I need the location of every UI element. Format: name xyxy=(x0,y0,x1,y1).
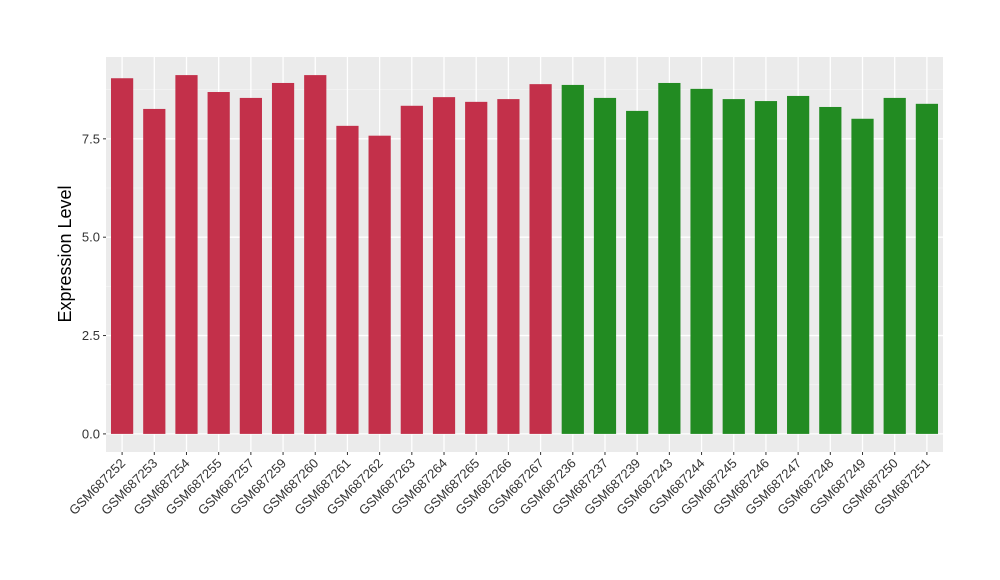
bar-GSM687239 xyxy=(626,110,649,434)
y-tick-label: 5.0 xyxy=(82,230,100,245)
bar-GSM687264 xyxy=(432,97,456,434)
y-axis-label: Expression Level xyxy=(55,185,75,322)
bar-GSM687261 xyxy=(336,125,359,434)
bar-GSM687249 xyxy=(851,118,874,434)
bar-GSM687265 xyxy=(465,101,488,434)
bar-GSM687253 xyxy=(143,108,166,434)
bar-GSM687245 xyxy=(722,99,745,434)
bar-GSM687254 xyxy=(175,75,198,434)
bar-GSM687237 xyxy=(593,97,617,434)
bar-GSM687244 xyxy=(690,88,713,434)
y-tick-label: 0.0 xyxy=(82,426,100,441)
bar-GSM687262 xyxy=(368,135,391,434)
y-tick-label: 7.5 xyxy=(82,131,100,146)
y-tick-label: 2.5 xyxy=(82,328,100,343)
bar-GSM687259 xyxy=(271,82,295,434)
bar-GSM687246 xyxy=(754,101,778,434)
bar-GSM687247 xyxy=(787,95,810,434)
plot-panel xyxy=(106,57,943,452)
bar-GSM687255 xyxy=(207,92,230,434)
bar-GSM687263 xyxy=(400,105,423,434)
y-axis: 0.0 2.5 5.0 7.5 xyxy=(82,131,106,441)
bar-GSM687236 xyxy=(561,84,584,434)
bars xyxy=(110,75,939,434)
bar-GSM687250 xyxy=(883,97,906,434)
bar-GSM687257 xyxy=(239,97,262,434)
bar-GSM687251 xyxy=(915,103,939,434)
bar-GSM687248 xyxy=(819,106,842,434)
bar-GSM687266 xyxy=(497,99,520,434)
bar-GSM687243 xyxy=(658,82,681,434)
bar-GSM687267 xyxy=(529,84,552,434)
bar-GSM687260 xyxy=(304,75,327,434)
bar-GSM687252 xyxy=(110,78,134,434)
x-axis: GSM687252GSM687253GSM687254GSM687255GSM6… xyxy=(66,452,933,518)
